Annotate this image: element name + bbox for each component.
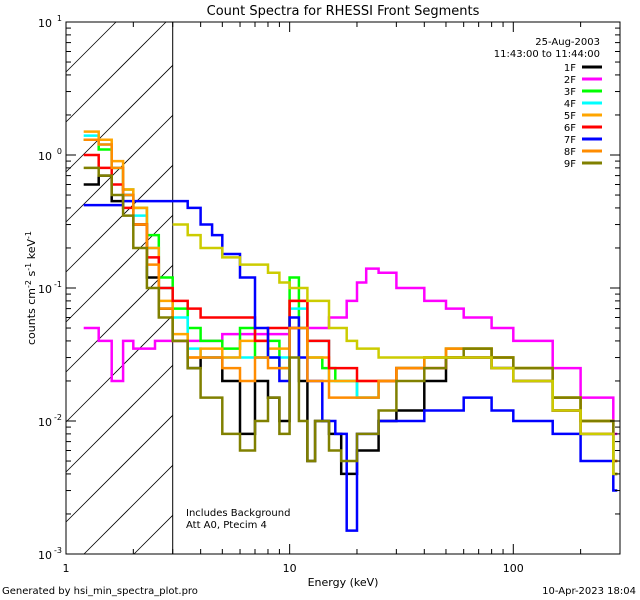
x-tick-label: 100 <box>503 562 524 575</box>
chart-title: Count Spectra for RHESSI Front Segments <box>207 4 480 19</box>
y-tick-exponent: -2 <box>54 413 62 422</box>
y-tick-exponent: 0 <box>57 147 62 156</box>
x-tick-label: 10 <box>283 562 297 575</box>
hatch-line <box>65 265 173 373</box>
hatch-line <box>65 215 173 323</box>
hatch-line <box>65 21 117 73</box>
hatched-region <box>65 21 174 555</box>
y-tick-exponent: 1 <box>57 14 62 23</box>
legend-label-1F: 1F <box>564 63 576 74</box>
y-tick-label: 10 <box>38 17 52 30</box>
y-tick-label: 10 <box>38 549 52 562</box>
annotation-attenuator: Att A0, Ptecim 4 <box>186 520 267 531</box>
legend-label-9F: 9F <box>564 159 576 170</box>
legend-label-5F: 5F <box>564 111 576 122</box>
footer-timestamp: 10-Apr-2023 18:04 <box>542 586 636 597</box>
series-line-unlabeled <box>172 223 618 476</box>
hatch-line <box>65 165 173 273</box>
hatch-line <box>65 315 173 423</box>
series-group <box>83 130 618 532</box>
hatch-line <box>65 415 173 523</box>
x-tick-label: 1 <box>63 562 70 575</box>
hatch-line <box>65 21 167 123</box>
legend-label-6F: 6F <box>564 123 576 134</box>
legend-label-7F: 7F <box>564 135 576 146</box>
legend-label-2F: 2F <box>564 75 576 86</box>
x-tick-labels: 1 10 100 <box>63 562 524 575</box>
legend-date: 25-Aug-2003 <box>535 37 600 48</box>
y-tick-label: 10 <box>38 283 52 296</box>
legend-label-8F: 8F <box>564 147 576 158</box>
x-axis-label: Energy (keV) <box>308 576 379 589</box>
axis-ticks <box>65 21 621 555</box>
y-tick-exponent: -3 <box>54 546 62 555</box>
y-tick-exponent: -1 <box>54 280 62 289</box>
y-tick-label: 10 <box>38 416 52 429</box>
legend-label-3F: 3F <box>564 87 576 98</box>
series-line-9F <box>83 166 618 476</box>
legend-time-range: 11:43:00 to 11:44:00 <box>494 49 600 60</box>
hatch-line <box>65 365 173 473</box>
series-line-2F <box>83 267 618 436</box>
legend-label-4F: 4F <box>564 99 576 110</box>
hatch-line <box>133 515 173 555</box>
annotation-background: Includes Background <box>186 508 290 519</box>
y-axis-label: counts cm-2 s-1 keV-1 <box>24 231 39 345</box>
hatch-line <box>83 465 173 555</box>
y-tick-label: 10 <box>38 150 52 163</box>
footer-generated-by: Generated by hsi_min_spectra_plot.pro <box>2 586 198 597</box>
